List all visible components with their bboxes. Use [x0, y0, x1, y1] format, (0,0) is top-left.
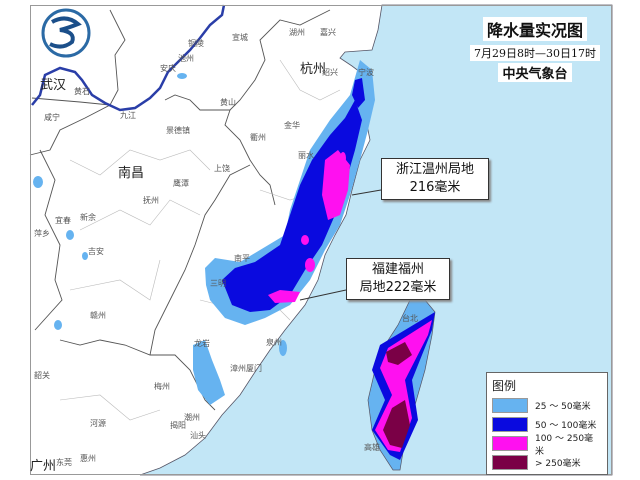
- city-label: 南平: [234, 254, 250, 263]
- legend-item: 100 ～ 250毫米: [492, 434, 602, 457]
- city-label-major: 广州: [30, 459, 57, 474]
- sea: [139, 4, 613, 476]
- city-label: 韶关: [34, 371, 50, 380]
- city-label: 萍乡: [34, 229, 50, 238]
- callout-fuzhou-line1: 福建福州: [371, 262, 424, 277]
- city-label: 池州: [178, 54, 194, 63]
- city-label: 新余: [80, 213, 96, 222]
- city-label: 绍兴: [322, 68, 338, 77]
- city-label: 梅州: [154, 382, 170, 391]
- legend-label: 100 ～ 250毫米: [534, 433, 594, 457]
- legend: 图例 25 ～ 50毫米 50 ～ 100毫米 100 ～ 250毫米 > 25…: [486, 372, 608, 475]
- legend-swatch: [492, 398, 528, 413]
- legend-swatch: [492, 455, 528, 470]
- city-label: 潮州: [184, 413, 200, 422]
- legend-item: 50 ～ 100毫米: [492, 415, 602, 434]
- city-label-major: 杭州: [300, 62, 327, 77]
- city-label: 铜陵: [188, 39, 204, 48]
- city-label: 湖州: [289, 28, 305, 37]
- city-label: 抚州: [143, 196, 159, 205]
- city-label: 宜春: [55, 216, 71, 225]
- city-label: 揭阳: [170, 421, 186, 430]
- city-label: 宣城: [232, 33, 248, 42]
- city-label: 嘉兴: [320, 28, 336, 37]
- rain-25-50: [33, 60, 375, 405]
- city-label: 九江: [120, 111, 136, 120]
- legend-label: 50 ～ 100毫米: [535, 421, 597, 431]
- cma-logo: [41, 8, 91, 58]
- callout-wenzhou-line2: 216毫米: [409, 180, 461, 195]
- city-label: 上饶: [214, 164, 230, 173]
- city-label-major: 武汉: [40, 78, 67, 93]
- callout-wenzhou: 浙江温州局地 216毫米: [381, 158, 489, 200]
- callout-fuzhou-line2: 局地222毫米: [359, 280, 437, 295]
- city-label: 丽水: [298, 151, 314, 160]
- city-label: 汕头: [190, 431, 206, 440]
- city-label: 台北: [402, 314, 418, 323]
- title-main: 降水量实况图: [482, 17, 587, 41]
- taiwan: [367, 299, 436, 471]
- city-label: 黄石: [74, 87, 90, 96]
- legend-item: 25 ～ 50毫米: [492, 396, 602, 415]
- city-label: 三明: [210, 279, 226, 288]
- city-label: 吉安: [88, 247, 104, 256]
- rain-50-100: [222, 78, 365, 312]
- city-label: 衢州: [250, 133, 266, 142]
- rain-100-250: [268, 150, 350, 303]
- city-label: 龙岩: [194, 339, 210, 348]
- callout-fuzhou: 福建福州 局地222毫米: [346, 258, 450, 300]
- legend-swatch: [492, 436, 528, 451]
- legend-swatch: [492, 417, 528, 432]
- city-label: 景德镇: [166, 126, 190, 135]
- callout-wenzhou-line1: 浙江温州局地: [395, 162, 474, 177]
- legend-title: 图例: [492, 379, 517, 393]
- city-label: 厦门: [246, 364, 262, 373]
- title-agency: 中央气象台: [498, 63, 572, 82]
- city-label: 漳州: [230, 364, 246, 373]
- city-label: 东莞: [56, 458, 72, 467]
- city-label: 赣州: [90, 311, 106, 320]
- city-label: 金华: [284, 121, 300, 130]
- city-label: 宁波: [358, 68, 374, 77]
- city-label-major: 南昌: [118, 166, 145, 181]
- city-label: 河源: [90, 419, 106, 428]
- city-label: 安庆: [160, 64, 176, 73]
- city-label: 高雄: [364, 443, 380, 452]
- legend-label: 25 ～ 50毫米: [535, 402, 591, 412]
- city-label: 咸宁: [44, 113, 60, 122]
- legend-label: > 250毫米: [535, 459, 581, 469]
- yangtze-river: [31, 4, 226, 112]
- city-label: 黄山: [220, 98, 236, 107]
- city-label: 惠州: [80, 454, 96, 463]
- map-title: 降水量实况图 7月29日8时—30日17时 中央气象台: [455, 16, 615, 83]
- title-period: 7月29日8时—30日17时: [470, 45, 600, 61]
- city-label: 鹰潭: [173, 179, 189, 188]
- city-label: 泉州: [266, 338, 282, 347]
- legend-item: > 250毫米: [492, 453, 602, 472]
